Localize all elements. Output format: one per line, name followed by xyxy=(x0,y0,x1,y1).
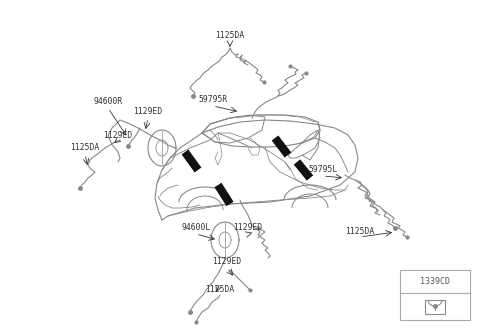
Text: 59795L: 59795L xyxy=(308,166,337,174)
Text: 1339CD: 1339CD xyxy=(420,277,450,285)
Text: 1129ED: 1129ED xyxy=(133,108,163,116)
Text: 1129ED: 1129ED xyxy=(103,131,132,139)
Bar xyxy=(425,300,445,314)
Text: 1129ED: 1129ED xyxy=(233,223,263,233)
Text: 1125DA: 1125DA xyxy=(346,228,374,236)
Text: 94600L: 94600L xyxy=(181,223,211,233)
Text: 59795R: 59795R xyxy=(198,95,228,105)
Text: 1125DA: 1125DA xyxy=(71,144,100,153)
Text: 94600R: 94600R xyxy=(94,97,122,107)
Text: 1125DA: 1125DA xyxy=(205,285,235,295)
Text: 1129ED: 1129ED xyxy=(212,257,241,266)
Text: 1125DA: 1125DA xyxy=(216,31,245,39)
Bar xyxy=(400,270,470,320)
